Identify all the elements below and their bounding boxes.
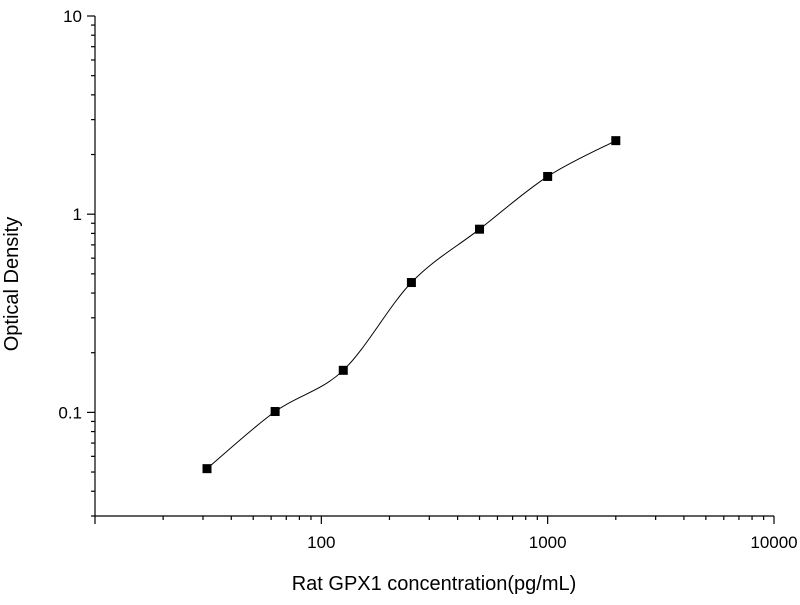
x-tick-label: 100 xyxy=(307,533,335,552)
data-point xyxy=(611,136,621,146)
x-tick-label: 10000 xyxy=(750,533,797,552)
data-point xyxy=(202,464,212,474)
y-tick-label: 1 xyxy=(73,205,82,224)
axes: 100 1000 10000 0.1 1 10 xyxy=(58,7,797,552)
data-point xyxy=(543,171,553,181)
y-tick-label: 10 xyxy=(63,7,82,26)
data-point xyxy=(406,278,416,288)
data-point xyxy=(475,224,485,234)
data-point xyxy=(270,407,280,417)
data-point xyxy=(338,365,348,375)
y-axis-title: Optical Density xyxy=(1,217,23,352)
y-tick-label: 0.1 xyxy=(58,403,82,422)
x-axis-title: Rat GPX1 concentration(pg/mL) xyxy=(292,573,577,595)
data-points xyxy=(202,136,621,474)
x-tick-label: 1000 xyxy=(529,533,567,552)
